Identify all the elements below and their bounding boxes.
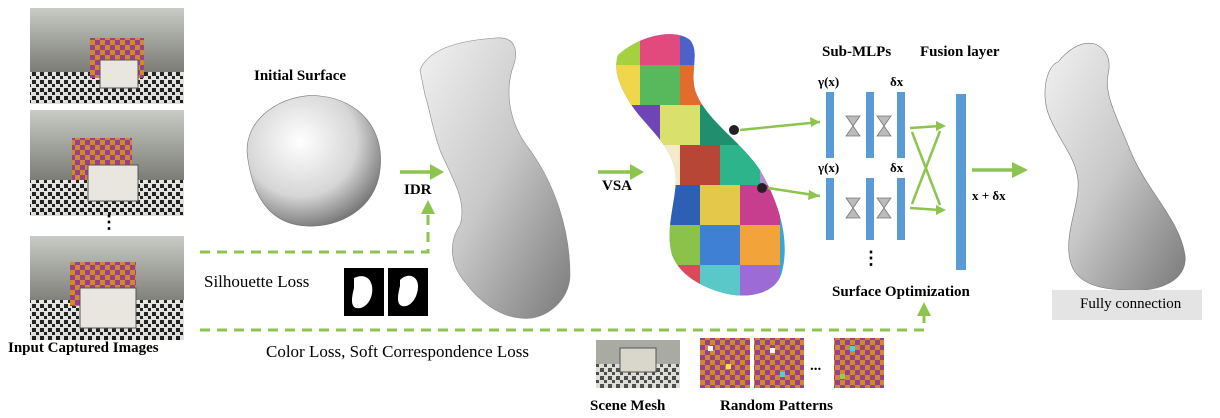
mlp-layer [897, 92, 905, 158]
silhouette-masks [344, 268, 428, 316]
input-photo-1 [30, 8, 184, 104]
legend-label: Fully connection [1080, 296, 1182, 312]
mlp-ellipsis: ⋮ [862, 248, 880, 268]
main-arrows [400, 162, 1028, 180]
silhouette-loss-label: Silhouette Loss [204, 272, 310, 291]
input-photo-2 [30, 110, 184, 216]
input-ellipsis: ⋮ [100, 212, 118, 232]
delta-bottom-label: δx [890, 160, 904, 175]
mlp-layer [826, 178, 834, 240]
delta-top-label: δx [890, 74, 904, 89]
vsa-label: VSA [602, 178, 633, 194]
fc-icons [845, 115, 892, 219]
mlp-layer [866, 92, 874, 158]
random-patterns [700, 338, 884, 388]
initial-surface-sphere [246, 95, 381, 227]
initial-surface-label: Initial Surface [254, 68, 347, 84]
color-loss-label: Color Loss, Soft Correspondence Loss [266, 342, 530, 361]
random-patterns-label: Random Patterns [720, 398, 833, 414]
input-images-label: Input Captured Images [8, 340, 159, 356]
mlp-layer [826, 92, 834, 158]
idr-label: IDR [404, 182, 432, 198]
idr-cat-mesh [419, 37, 571, 319]
fusion-layer-bar [956, 94, 966, 270]
sub-mlps-label: Sub-MLPs [822, 44, 892, 60]
mlp-layer [866, 178, 874, 240]
mlp-layer [897, 178, 905, 240]
arrow-to-mlp-top [739, 120, 821, 132]
scene-mesh-label: Scene Mesh [590, 398, 666, 414]
scene-mesh-thumbnail [596, 340, 680, 388]
gamma-top-label: γ(x) [818, 74, 840, 89]
optimized-cat-mesh [1044, 42, 1186, 291]
fusion-layer-label: Fusion layer [920, 44, 1000, 60]
input-photo-3 [30, 236, 184, 340]
x-plus-delta-label: x + δx [972, 188, 1006, 203]
loss-paths [200, 212, 926, 332]
gamma-bottom-label: γ(x) [818, 160, 840, 175]
fusion-arrows [909, 124, 942, 212]
surface-optimization-label: Surface Optimization [832, 284, 970, 300]
legend-box: Fully connection [1052, 290, 1202, 320]
patterns-ellipsis: ... [810, 358, 822, 374]
